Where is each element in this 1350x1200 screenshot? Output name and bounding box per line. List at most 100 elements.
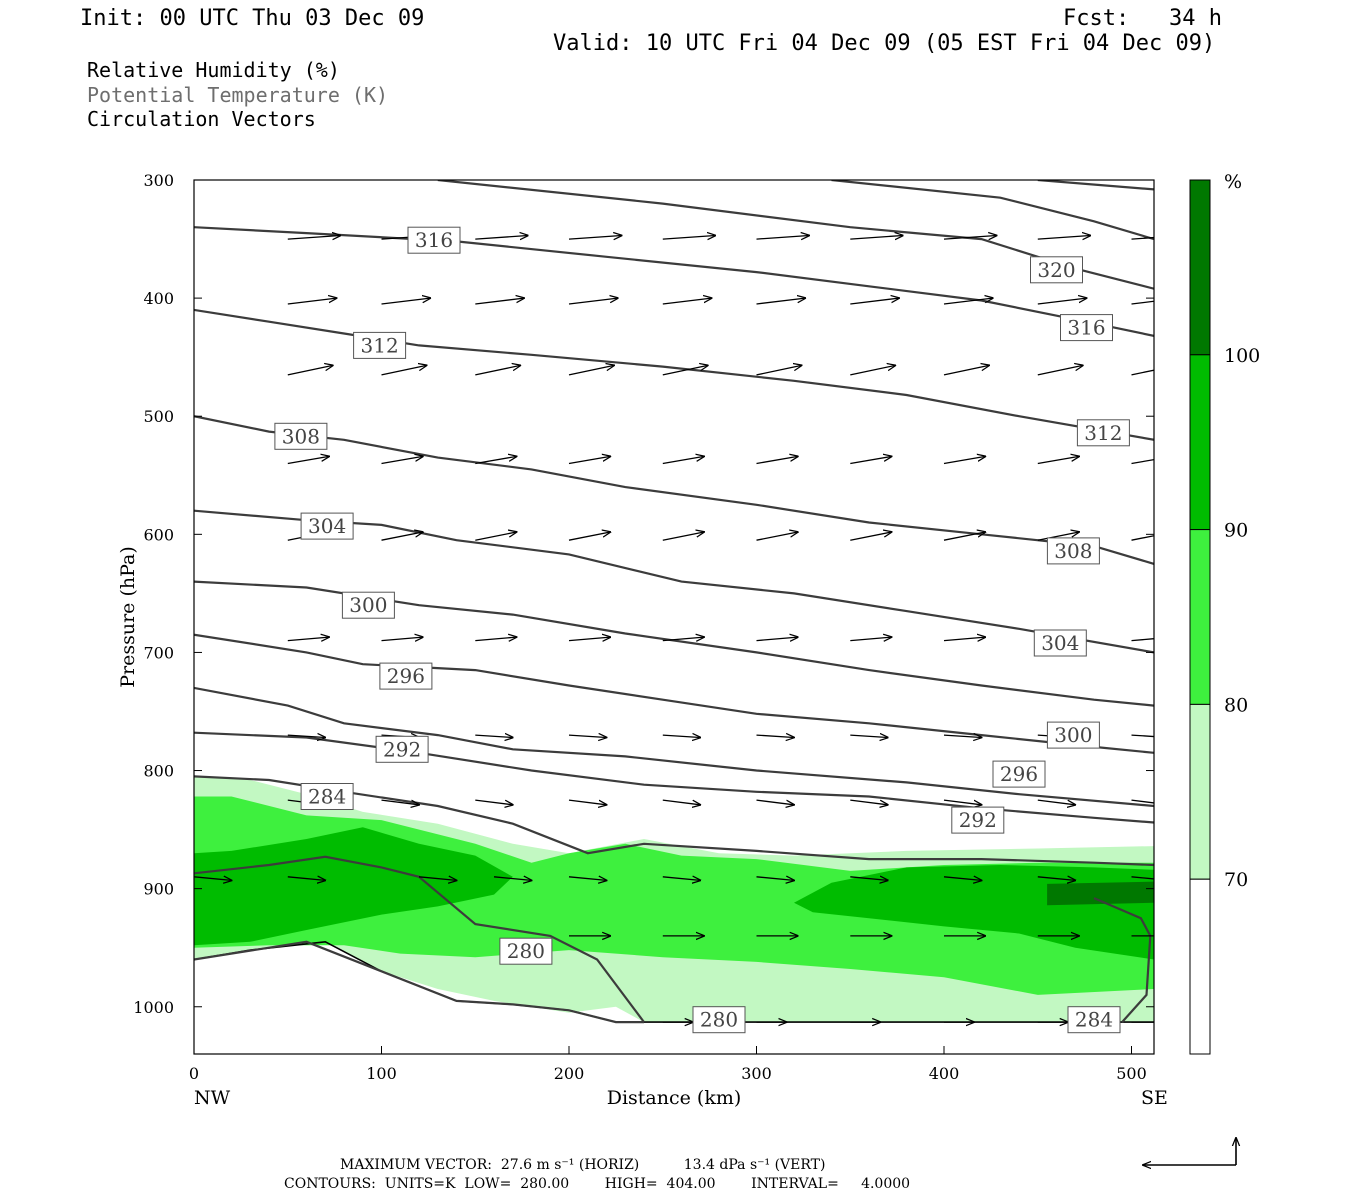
theta-contour — [194, 226, 1154, 337]
wind-vector — [943, 456, 985, 465]
x-end-label-se: SE — [1141, 1087, 1168, 1109]
x-axis-label: Distance (km) — [607, 1087, 742, 1109]
field-vectors: Circulation Vectors — [87, 107, 316, 131]
theta-label: 312 — [353, 331, 407, 359]
wind-vector — [1037, 298, 1087, 305]
x-end-label-nw: NW — [194, 1087, 231, 1109]
wind-vector — [756, 365, 802, 376]
theta-label: 284 — [300, 783, 354, 810]
theta-label-box — [379, 662, 433, 690]
theta-label: 284 — [1067, 1006, 1121, 1034]
colorbar-level-label: 90 — [1224, 520, 1248, 542]
theta-contour — [194, 308, 1154, 441]
theta-label-text: 308 — [1054, 539, 1092, 563]
wind-vector — [756, 799, 795, 805]
theta-label: 304 — [300, 512, 354, 540]
theta-label: 296 — [992, 760, 1046, 788]
wind-vector — [662, 532, 704, 541]
valid-time: Valid: 10 UTC Fri 04 Dec 09 (05 EST Fri … — [553, 31, 1216, 56]
wind-vector — [1131, 369, 1154, 376]
theta-label: 308 — [1046, 537, 1100, 565]
wind-vector — [850, 877, 888, 881]
theta-contour — [194, 731, 1154, 824]
wind-vector — [1131, 638, 1154, 642]
colorbar-unit: % — [1224, 171, 1242, 193]
wind-vector — [568, 532, 610, 541]
rh-fill-layer — [194, 776, 1154, 1023]
wind-vector — [756, 532, 798, 541]
theta-label-box — [692, 1006, 746, 1034]
theta-label: 292 — [951, 806, 1005, 834]
wind-vector — [287, 365, 333, 376]
x-tick-label: 200 — [554, 1064, 585, 1083]
wind-vector — [850, 799, 888, 805]
wind-vector — [662, 735, 701, 737]
wind-vector — [943, 735, 982, 737]
colorbar-level-label: 80 — [1224, 694, 1248, 716]
wind-vector — [662, 236, 716, 240]
theta-label: 296 — [379, 662, 433, 690]
wind-vector — [475, 456, 516, 465]
wind-vector — [943, 298, 993, 305]
theta-label-box — [1046, 721, 1100, 749]
theta-label: 304 — [1033, 629, 1087, 657]
wind-vector — [850, 456, 891, 465]
wind-vector — [943, 799, 982, 805]
y-tick-label: 700 — [143, 643, 174, 662]
wind-vector — [568, 365, 614, 376]
theta-label-box — [1060, 314, 1113, 342]
contour-info-note: CONTOURS: UNITS=K LOW= 280.00 HIGH= 404.… — [284, 1176, 911, 1192]
theta-label-box — [951, 806, 1005, 834]
theta-label-box — [499, 937, 553, 965]
wind-vector — [381, 799, 420, 805]
wind-vector — [1131, 734, 1154, 738]
x-tick-label: 500 — [1116, 1064, 1147, 1083]
theta-contour — [194, 415, 1154, 565]
theta-label-text: 284 — [308, 785, 346, 809]
wind-vector — [1131, 799, 1154, 804]
theta-label-text: 280 — [700, 1008, 738, 1032]
wind-vector — [943, 637, 985, 641]
max-vector-note: MAXIMUM VECTOR: 27.6 m s⁻¹ (HORIZ) 13.4 … — [340, 1157, 826, 1173]
wind-vector — [475, 298, 524, 305]
theta-label-text: 316 — [1067, 316, 1105, 340]
wind-vector — [568, 877, 607, 881]
wind-vector — [1037, 532, 1079, 541]
theta-contour — [194, 686, 1154, 808]
wind-vector — [756, 456, 798, 465]
wind-vector — [287, 735, 326, 737]
wind-vector — [943, 365, 989, 376]
y-axis-label: Pressure (hPa) — [117, 546, 139, 688]
wind-vector — [287, 298, 337, 305]
colorbar-band — [1189, 354, 1211, 531]
wind-vector — [662, 877, 701, 881]
wind-vector — [1037, 236, 1091, 240]
theta-label: 316 — [407, 226, 461, 254]
theta-label-box — [274, 422, 328, 450]
theta-label-text: 300 — [1054, 723, 1092, 747]
theta-label: 312 — [1076, 419, 1130, 447]
theta-contour — [194, 940, 644, 1024]
theta-label-text: 304 — [1041, 631, 1079, 655]
colorbar-level-label: 70 — [1224, 869, 1248, 891]
wind-vector — [381, 365, 427, 376]
theta-label-text: 280 — [507, 939, 545, 963]
colorbar-band — [1189, 179, 1211, 356]
wind-vector — [381, 532, 423, 541]
theta-label-box — [1046, 537, 1100, 565]
wind-vector — [475, 236, 528, 240]
theta-label: 280 — [692, 1006, 746, 1034]
wind-vector — [287, 236, 341, 240]
wind-vector — [381, 456, 423, 465]
theta-label-box — [375, 735, 429, 763]
colorbar-band — [1189, 878, 1211, 1055]
wind-vector — [756, 637, 798, 641]
circulation-vectors — [194, 236, 1154, 1023]
theta-label-text: 292 — [959, 808, 997, 832]
wind-vector — [662, 456, 704, 465]
wind-vector — [493, 877, 532, 881]
y-tick-label: 400 — [143, 289, 174, 308]
wind-vector — [756, 735, 795, 737]
theta-label-box — [1076, 419, 1130, 447]
wind-vector — [943, 236, 997, 240]
